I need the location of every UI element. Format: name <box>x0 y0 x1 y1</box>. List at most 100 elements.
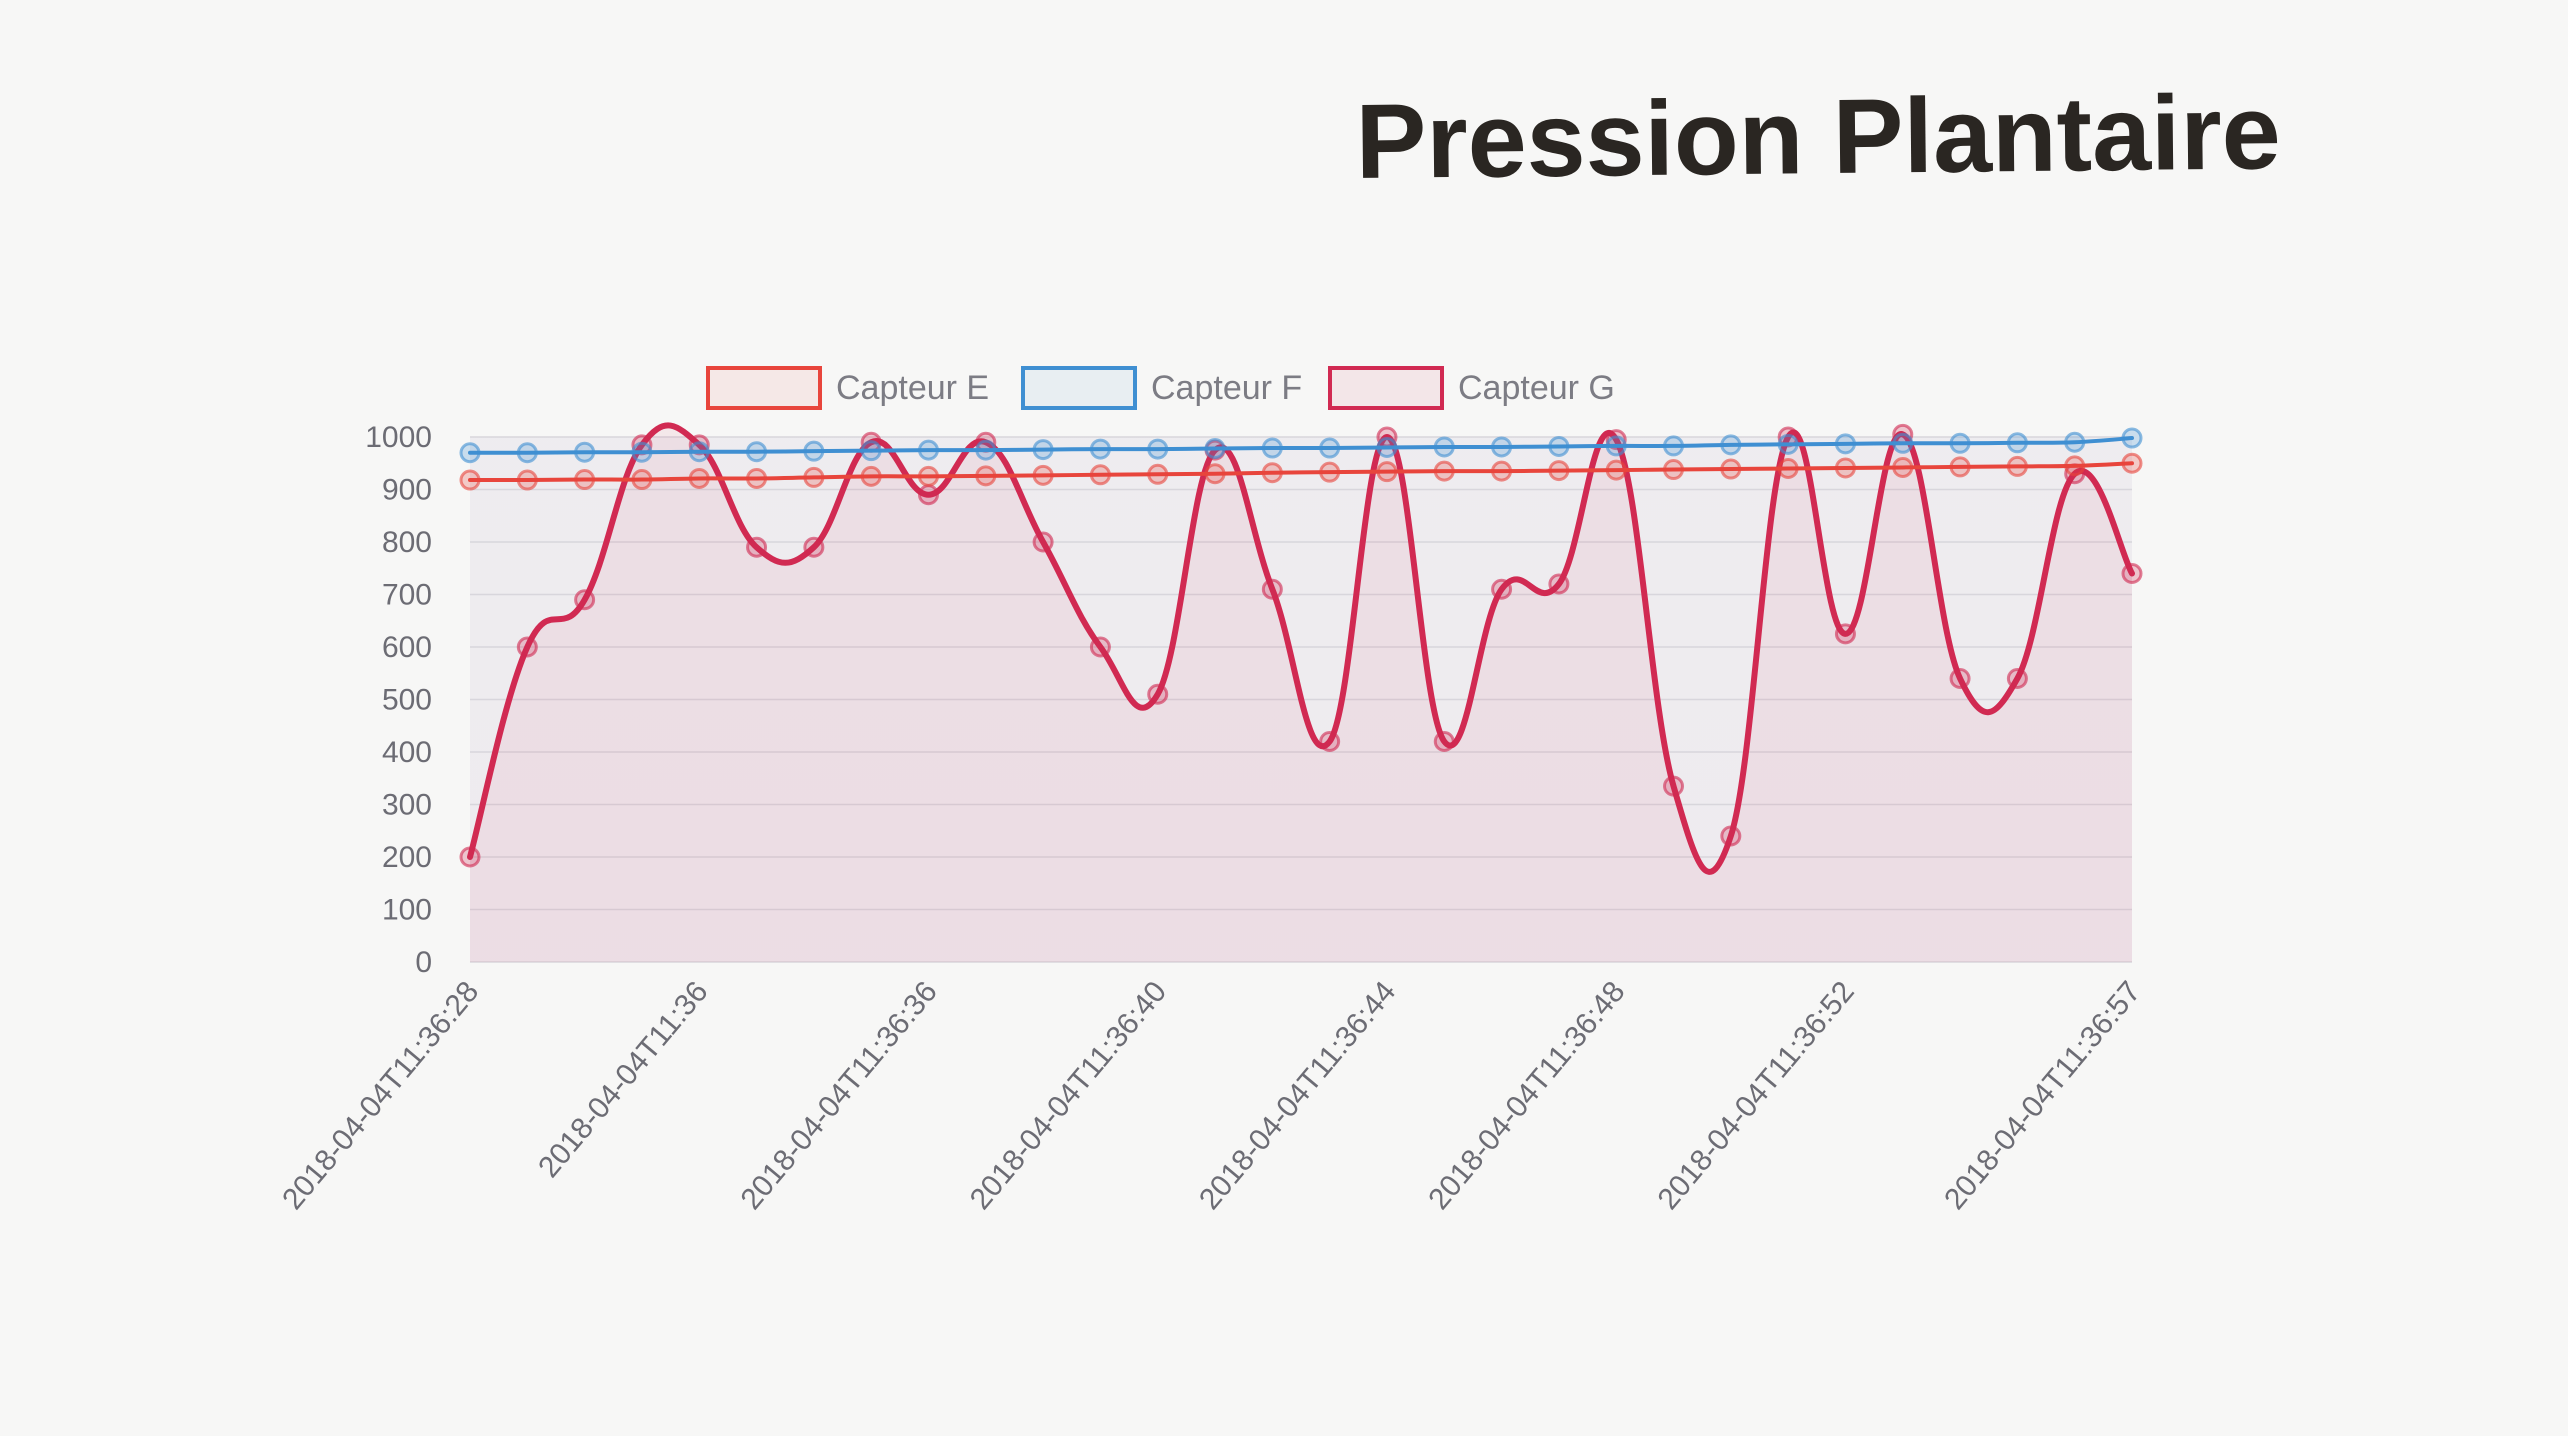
data-point[interactable] <box>1089 438 1111 460</box>
data-point[interactable] <box>516 442 538 464</box>
data-point[interactable] <box>975 439 997 461</box>
data-point[interactable] <box>516 636 538 658</box>
data-point[interactable] <box>1548 573 1570 595</box>
series-capteur-f <box>459 427 2143 464</box>
data-point[interactable] <box>1319 437 1341 459</box>
data-point[interactable] <box>1147 438 1169 460</box>
y-tick-label: 200 <box>382 841 432 874</box>
legend: Capteur E Capteur F Capteur G <box>706 366 1615 410</box>
data-point[interactable] <box>688 434 710 456</box>
data-point[interactable] <box>1433 436 1455 458</box>
legend-item-capteur-f[interactable]: Capteur F <box>1021 366 1302 410</box>
data-point[interactable] <box>1720 434 1742 456</box>
data-point[interactable] <box>1204 463 1226 485</box>
data-point[interactable] <box>917 439 939 461</box>
data-point[interactable] <box>975 465 997 487</box>
data-point[interactable] <box>2064 455 2086 477</box>
data-point[interactable] <box>746 441 768 463</box>
data-point[interactable] <box>860 465 882 487</box>
data-point[interactable] <box>2006 455 2028 477</box>
y-tick-label: 1000 <box>365 421 432 454</box>
data-point[interactable] <box>1892 456 1914 478</box>
data-point[interactable] <box>2064 431 2086 453</box>
data-point[interactable] <box>2006 432 2028 454</box>
data-point[interactable] <box>2121 563 2143 584</box>
x-tick-label: 2018-04-04T11:36 <box>532 975 715 1184</box>
data-point[interactable] <box>688 441 710 463</box>
data-point[interactable] <box>1949 456 1971 478</box>
data-point[interactable] <box>2006 668 2028 689</box>
data-point[interactable] <box>1147 463 1169 485</box>
data-point[interactable] <box>1032 464 1054 486</box>
data-point[interactable] <box>631 469 653 491</box>
data-point[interactable] <box>1548 460 1570 482</box>
data-point[interactable] <box>574 469 596 491</box>
data-point[interactable] <box>1663 435 1685 457</box>
data-point[interactable] <box>1777 458 1799 479</box>
data-point[interactable] <box>1491 436 1513 458</box>
data-point[interactable] <box>1777 433 1799 455</box>
data-point[interactable] <box>860 440 882 462</box>
data-point[interactable] <box>1089 464 1111 486</box>
data-point[interactable] <box>1949 668 1971 689</box>
data-point[interactable] <box>1089 636 1111 658</box>
x-tick-label: 2018-04-04T11:36:28 <box>276 975 485 1216</box>
data-point[interactable] <box>2121 427 2143 449</box>
data-point[interactable] <box>2121 452 2143 474</box>
data-point[interactable] <box>1720 458 1742 480</box>
legend-item-capteur-g[interactable]: Capteur G <box>1328 366 1615 410</box>
data-point[interactable] <box>746 536 768 558</box>
data-point[interactable] <box>1319 461 1341 483</box>
data-point[interactable] <box>1433 731 1455 752</box>
data-point[interactable] <box>459 442 481 464</box>
data-point[interactable] <box>1834 457 1856 479</box>
data-point[interactable] <box>516 469 538 491</box>
data-point[interactable] <box>1204 438 1226 460</box>
data-point[interactable] <box>1605 459 1627 481</box>
data-point[interactable] <box>1834 623 1856 645</box>
data-point[interactable] <box>688 467 710 489</box>
data-point[interactable] <box>917 484 939 506</box>
x-tick-label: 2018-04-04T11:36:44 <box>1193 975 1402 1216</box>
data-point[interactable] <box>1663 459 1685 481</box>
data-point[interactable] <box>1720 825 1742 847</box>
data-point[interactable] <box>1605 435 1627 457</box>
data-point[interactable] <box>1949 432 1971 454</box>
x-axis: 2018-04-04T11:36:28 2018-04-04T11:36 2018-… <box>276 975 2147 1216</box>
data-point[interactable] <box>574 441 596 463</box>
series-capteur-e <box>459 452 2143 491</box>
legend-label: Capteur F <box>1151 369 1302 407</box>
data-point[interactable] <box>1376 437 1398 458</box>
data-point[interactable] <box>574 589 596 611</box>
data-point[interactable] <box>803 440 825 462</box>
y-tick-label: 100 <box>382 894 432 927</box>
data-point[interactable] <box>459 846 481 868</box>
data-point[interactable] <box>1892 432 1914 454</box>
data-point[interactable] <box>1548 435 1570 457</box>
data-point[interactable] <box>1147 683 1169 705</box>
data-point[interactable] <box>1376 461 1398 483</box>
data-point[interactable] <box>459 469 481 491</box>
data-point[interactable] <box>746 467 768 489</box>
series-line-capteur-e <box>468 461 2134 483</box>
data-point[interactable] <box>1491 460 1513 482</box>
data-point[interactable] <box>1261 437 1283 459</box>
legend-swatch <box>706 366 822 410</box>
data-point[interactable] <box>1433 460 1455 482</box>
data-point[interactable] <box>917 465 939 487</box>
data-point[interactable] <box>1834 433 1856 455</box>
data-point[interactable] <box>1032 531 1054 553</box>
grid-lines <box>470 436 2132 963</box>
data-point[interactable] <box>631 441 653 463</box>
data-point[interactable] <box>1319 731 1341 752</box>
data-point[interactable] <box>1663 775 1685 797</box>
data-point[interactable] <box>1032 439 1054 461</box>
data-point[interactable] <box>1261 462 1283 484</box>
x-tick-label: 2018-04-04T11:36:57 <box>1938 975 2147 1216</box>
data-point[interactable] <box>1491 578 1513 600</box>
legend-item-capteur-e[interactable]: Capteur E <box>706 366 989 410</box>
data-point[interactable] <box>1261 578 1283 600</box>
data-point[interactable] <box>803 466 825 488</box>
data-point[interactable] <box>803 536 825 558</box>
